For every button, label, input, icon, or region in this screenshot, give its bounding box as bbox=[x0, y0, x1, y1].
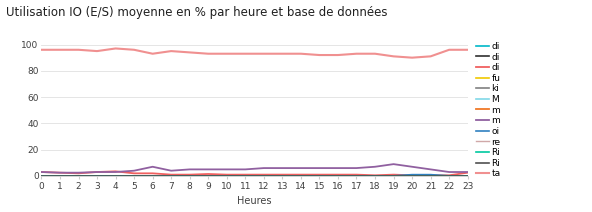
Text: Utilisation IO (E/S) moyenne en % par heure et base de données: Utilisation IO (E/S) moyenne en % par he… bbox=[6, 6, 387, 19]
X-axis label: Heures: Heures bbox=[237, 196, 272, 206]
Legend: di, di, di, fu, ki, M, m, m, oi, re, Ri, Ri, ta: di, di, di, fu, ki, M, m, m, oi, re, Ri,… bbox=[476, 42, 501, 178]
